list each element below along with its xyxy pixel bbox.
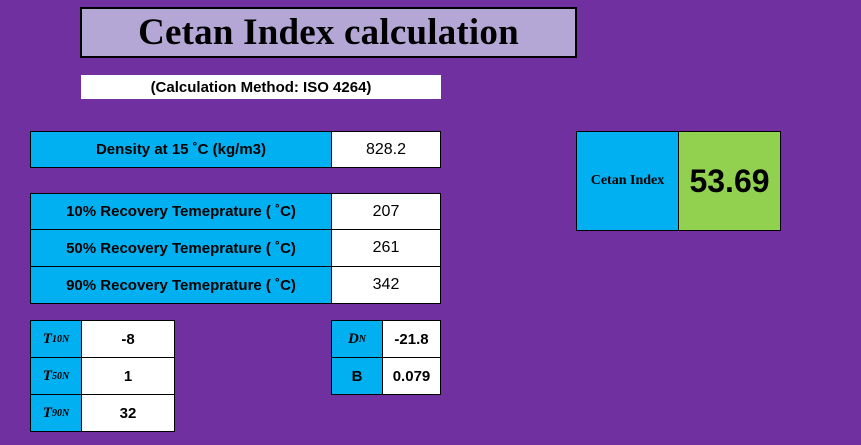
t10n-symbol: T 10N	[30, 320, 82, 358]
dn-value: -21.8	[382, 320, 441, 358]
b-symbol: B	[331, 357, 383, 395]
t50n-value: 1	[81, 357, 175, 395]
t50n-symbol: T 50N	[30, 357, 82, 395]
recovery-10-input[interactable]: 207	[331, 193, 441, 230]
cetan-index-label: Cetan Index	[576, 131, 679, 231]
b-value: 0.079	[382, 357, 441, 395]
density-label: Density at 15 ˚C (kg/m3)	[30, 131, 332, 168]
calculation-method: (Calculation Method: ISO 4264)	[81, 75, 441, 99]
page-title: Cetan Index calculation	[138, 12, 519, 53]
t10n-value: -8	[81, 320, 175, 358]
recovery-10-label: 10% Recovery Temeprature ( ˚C)	[30, 193, 332, 230]
t90n-symbol: T 90N	[30, 394, 82, 432]
recovery-90-label: 90% Recovery Temeprature ( ˚C)	[30, 266, 332, 304]
t90n-value: 32	[81, 394, 175, 432]
cetan-index-value: 53.69	[678, 131, 781, 231]
density-input[interactable]: 828.2	[331, 131, 441, 168]
recovery-50-label: 50% Recovery Temeprature ( ˚C)	[30, 229, 332, 267]
recovery-50-input[interactable]: 261	[331, 229, 441, 267]
recovery-90-input[interactable]: 342	[331, 266, 441, 304]
title-box: Cetan Index calculation	[80, 7, 577, 58]
